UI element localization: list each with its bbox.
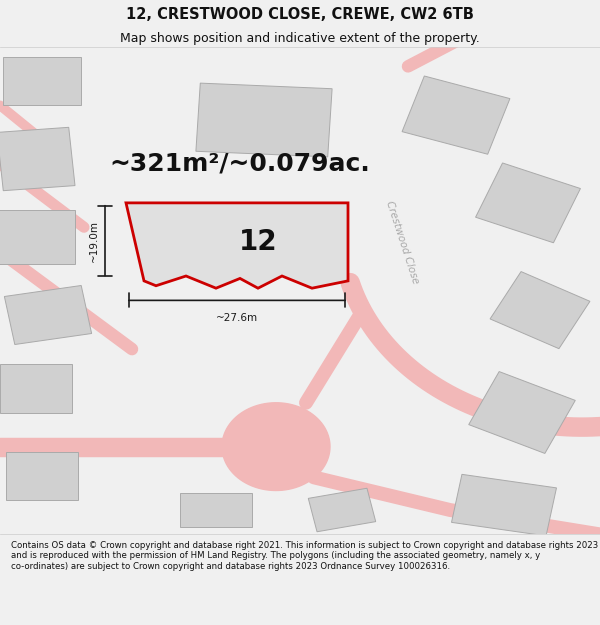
Polygon shape bbox=[6, 451, 78, 500]
Text: Map shows position and indicative extent of the property.: Map shows position and indicative extent… bbox=[120, 32, 480, 45]
Polygon shape bbox=[308, 488, 376, 532]
Polygon shape bbox=[0, 210, 75, 264]
Polygon shape bbox=[196, 83, 332, 157]
Polygon shape bbox=[3, 57, 81, 106]
Polygon shape bbox=[180, 217, 300, 266]
Polygon shape bbox=[452, 474, 556, 536]
Text: ~19.0m: ~19.0m bbox=[89, 219, 99, 262]
Polygon shape bbox=[180, 493, 252, 527]
Text: Crestwood Close: Crestwood Close bbox=[384, 199, 420, 284]
Polygon shape bbox=[126, 203, 348, 288]
Polygon shape bbox=[0, 127, 75, 191]
Text: 12: 12 bbox=[239, 228, 277, 256]
Polygon shape bbox=[476, 163, 580, 242]
Polygon shape bbox=[4, 286, 92, 344]
Text: 12, CRESTWOOD CLOSE, CREWE, CW2 6TB: 12, CRESTWOOD CLOSE, CREWE, CW2 6TB bbox=[126, 6, 474, 21]
Text: Contains OS data © Crown copyright and database right 2021. This information is : Contains OS data © Crown copyright and d… bbox=[11, 541, 598, 571]
Polygon shape bbox=[490, 272, 590, 349]
Polygon shape bbox=[402, 76, 510, 154]
Text: ~27.6m: ~27.6m bbox=[216, 312, 258, 322]
Polygon shape bbox=[469, 372, 575, 453]
Text: ~321m²/~0.079ac.: ~321m²/~0.079ac. bbox=[110, 152, 370, 176]
Polygon shape bbox=[222, 402, 330, 491]
Polygon shape bbox=[0, 364, 72, 413]
